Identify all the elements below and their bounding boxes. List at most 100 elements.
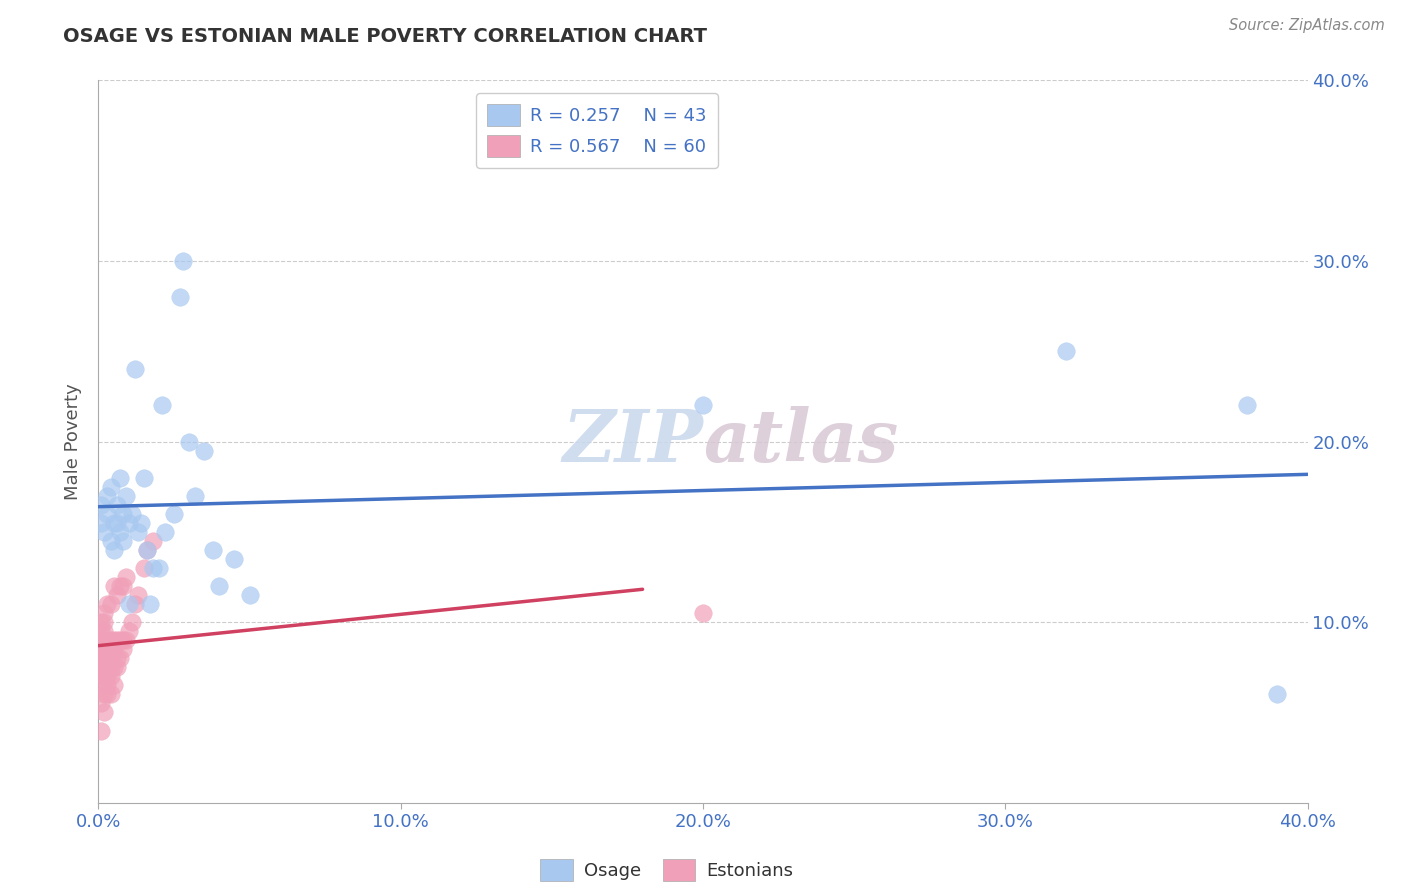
Point — [103, 660, 125, 674]
Legend: Osage, Estonians: Osage, Estonians — [533, 852, 800, 888]
Point — [90, 697, 112, 711]
Point — [111, 533, 134, 548]
Point — [100, 480, 122, 494]
Point — [96, 642, 118, 657]
Point — [108, 524, 131, 539]
Point — [163, 507, 186, 521]
Point — [108, 579, 131, 593]
Point — [103, 633, 125, 648]
Point — [96, 633, 118, 648]
Point — [100, 687, 122, 701]
Point — [90, 669, 112, 683]
Point — [100, 651, 122, 665]
Point — [105, 660, 128, 674]
Point — [90, 723, 112, 738]
Point — [90, 678, 112, 692]
Point — [224, 552, 246, 566]
Point — [153, 524, 176, 539]
Point — [90, 516, 112, 530]
Point — [105, 498, 128, 512]
Point — [1054, 344, 1077, 359]
Point — [93, 633, 115, 648]
Point — [96, 687, 118, 701]
Point — [93, 669, 115, 683]
Point — [100, 633, 122, 648]
Point — [124, 597, 146, 611]
Point — [208, 579, 231, 593]
Point — [1236, 398, 1258, 412]
Y-axis label: Male Poverty: Male Poverty — [65, 384, 83, 500]
Point — [93, 606, 115, 620]
Point — [90, 498, 112, 512]
Point — [114, 633, 136, 648]
Point — [93, 624, 115, 639]
Point — [105, 588, 128, 602]
Point — [111, 579, 134, 593]
Text: atlas: atlas — [703, 406, 898, 477]
Point — [105, 633, 128, 648]
Point — [96, 660, 118, 674]
Point — [118, 597, 141, 611]
Point — [103, 516, 125, 530]
Point — [692, 398, 714, 412]
Point — [111, 633, 134, 648]
Point — [93, 642, 115, 657]
Point — [139, 597, 162, 611]
Point — [118, 624, 141, 639]
Point — [148, 561, 170, 575]
Point — [96, 669, 118, 683]
Point — [111, 642, 134, 657]
Point — [108, 633, 131, 648]
Point — [169, 290, 191, 304]
Point — [111, 507, 134, 521]
Point — [90, 642, 112, 657]
Point — [100, 642, 122, 657]
Point — [90, 615, 112, 630]
Point — [93, 660, 115, 674]
Point — [100, 533, 122, 548]
Point — [103, 678, 125, 692]
Point — [108, 471, 131, 485]
Point — [90, 624, 112, 639]
Point — [90, 651, 112, 665]
Point — [103, 542, 125, 557]
Point — [142, 561, 165, 575]
Text: OSAGE VS ESTONIAN MALE POVERTY CORRELATION CHART: OSAGE VS ESTONIAN MALE POVERTY CORRELATI… — [63, 27, 707, 45]
Point — [121, 615, 143, 630]
Point — [150, 398, 173, 412]
Point — [179, 434, 201, 449]
Point — [93, 706, 115, 720]
Point — [93, 687, 115, 701]
Point — [172, 254, 194, 268]
Point — [114, 570, 136, 584]
Point — [103, 579, 125, 593]
Point — [96, 678, 118, 692]
Point — [692, 606, 714, 620]
Point — [103, 642, 125, 657]
Point — [100, 669, 122, 683]
Point — [105, 651, 128, 665]
Point — [108, 651, 131, 665]
Point — [124, 362, 146, 376]
Point — [105, 516, 128, 530]
Point — [239, 588, 262, 602]
Point — [114, 489, 136, 503]
Point — [121, 507, 143, 521]
Point — [96, 489, 118, 503]
Point — [132, 561, 155, 575]
Point — [202, 542, 225, 557]
Point — [129, 516, 152, 530]
Point — [193, 443, 215, 458]
Point — [127, 524, 149, 539]
Point — [100, 597, 122, 611]
Point — [135, 542, 157, 557]
Point — [100, 660, 122, 674]
Point — [93, 524, 115, 539]
Text: ZIP: ZIP — [562, 406, 703, 477]
Point — [135, 542, 157, 557]
Point — [1267, 687, 1289, 701]
Point — [90, 660, 112, 674]
Point — [93, 615, 115, 630]
Point — [118, 516, 141, 530]
Point — [96, 507, 118, 521]
